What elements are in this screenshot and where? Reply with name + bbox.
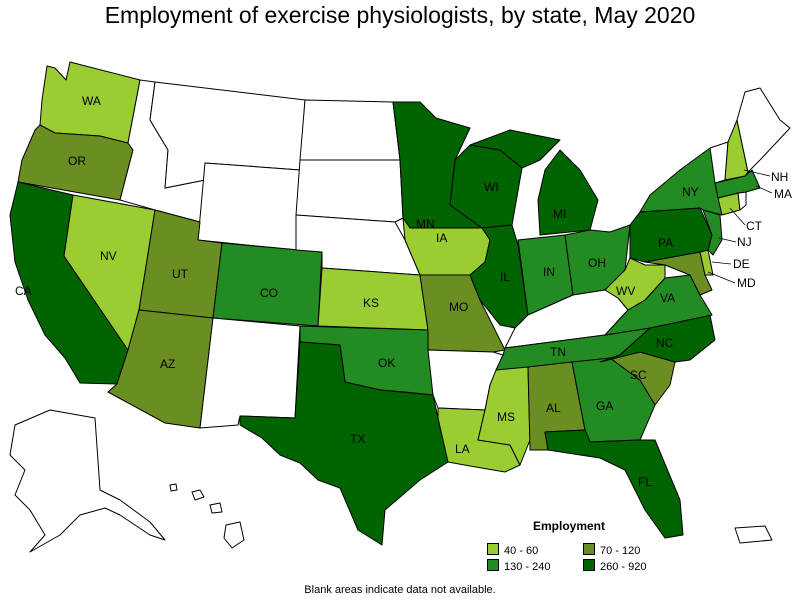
state-ny[interactable]: [639, 147, 723, 216]
label-ks: KS: [363, 296, 379, 310]
state-ak[interactable]: [9, 409, 166, 553]
legend-item-40-60: 40 - 60: [487, 543, 538, 557]
label-va: VA: [660, 291, 675, 305]
label-fl: FL: [638, 475, 652, 489]
label-mi: MI: [553, 207, 566, 221]
legend-swatch: [583, 543, 595, 555]
state-ri[interactable]: [737, 191, 747, 211]
label-oh: OH: [588, 256, 606, 270]
label-nc: NC: [656, 336, 674, 350]
legend-item-130-240: 130 - 240: [487, 559, 550, 573]
label-ut: UT: [172, 267, 189, 281]
footnote: Blank areas indicate data not available.: [304, 584, 496, 596]
legend-item-70-120: 70 - 120: [583, 543, 640, 557]
label-ca: CA: [15, 284, 32, 298]
label-il: IL: [500, 270, 510, 284]
state-nm[interactable]: [199, 317, 301, 429]
label-nh: NH: [771, 170, 788, 184]
label-in: IN: [543, 265, 555, 279]
legend-item-260-920: 260 - 920: [583, 559, 646, 573]
state-pr[interactable]: [734, 525, 773, 544]
label-ct: CT: [746, 219, 763, 233]
label-pa: PA: [658, 236, 673, 250]
label-nv: NV: [100, 249, 117, 263]
map-title: Employment of exercise physiologists, by…: [104, 2, 696, 28]
label-ga: GA: [596, 399, 613, 413]
label-nj: NJ: [737, 235, 752, 249]
state-labels: WA OR CA NV UT AZ CO KS OK TX MN IA MO L…: [15, 94, 792, 489]
label-ny: NY: [682, 185, 699, 199]
label-co: CO: [260, 286, 278, 300]
state-fl[interactable]: [544, 429, 684, 539]
label-mn: MN: [416, 217, 435, 231]
label-ok: OK: [378, 356, 395, 370]
label-tn: TN: [550, 345, 566, 359]
state-me[interactable]: [736, 87, 791, 173]
label-de: DE: [733, 257, 750, 271]
label-la: LA: [455, 442, 470, 456]
label-wa: WA: [82, 94, 101, 108]
label-leader-lines: [707, 169, 773, 284]
state-nc[interactable]: [599, 314, 716, 363]
state-hi[interactable]: [169, 483, 245, 549]
state-tx[interactable]: [239, 341, 449, 546]
legend-swatch: [583, 559, 595, 571]
state-wy[interactable]: [197, 162, 301, 251]
label-or: OR: [68, 154, 86, 168]
state-il[interactable]: [469, 224, 529, 329]
state-mi[interactable]: [469, 129, 599, 236]
state-nh[interactable]: [724, 119, 749, 181]
legend-title: Employment: [533, 519, 606, 533]
label-ms: MS: [497, 410, 515, 424]
legend-swatch: [487, 543, 499, 555]
label-ma: MA: [774, 187, 792, 201]
state-wv[interactable]: [604, 257, 666, 311]
label-sc: SC: [630, 368, 647, 382]
state-nd[interactable]: [299, 99, 401, 161]
state-nj[interactable]: [702, 209, 723, 256]
state-sd[interactable]: [295, 159, 404, 223]
label-mo: MO: [449, 300, 468, 314]
label-az: AZ: [160, 357, 175, 371]
label-wi: WI: [484, 180, 499, 194]
state-co[interactable]: [212, 242, 323, 327]
label-wv: WV: [616, 284, 635, 298]
label-md: MD: [737, 276, 756, 290]
legend: Employment 40 - 60 70 - 120 130 - 240 26…: [487, 519, 657, 581]
label-al: AL: [546, 401, 561, 415]
legend-swatch: [487, 559, 499, 571]
label-ia: IA: [436, 231, 447, 245]
label-tx: TX: [350, 432, 365, 446]
